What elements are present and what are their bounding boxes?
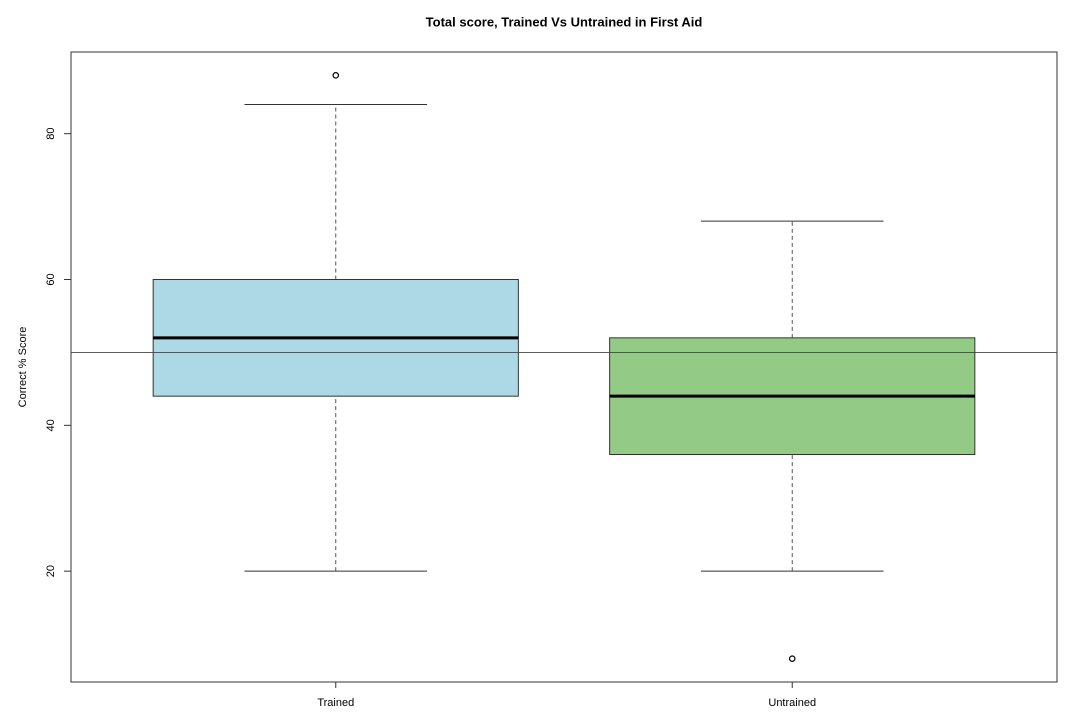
y-tick-label: 60 — [45, 273, 57, 285]
y-tick-label: 80 — [45, 128, 57, 140]
y-axis-label: Correct % Score — [17, 327, 29, 408]
outlier — [332, 72, 340, 79]
outlier — [788, 655, 796, 662]
y-tick-label: 20 — [45, 565, 57, 577]
plot-frame — [70, 51, 1058, 683]
x-tick-label: Trained — [317, 697, 354, 709]
x-tick-label: Untrained — [768, 697, 816, 709]
chart-title: Total score, Trained Vs Untrained in Fir… — [426, 14, 703, 29]
y-tick-label: 40 — [45, 419, 57, 431]
